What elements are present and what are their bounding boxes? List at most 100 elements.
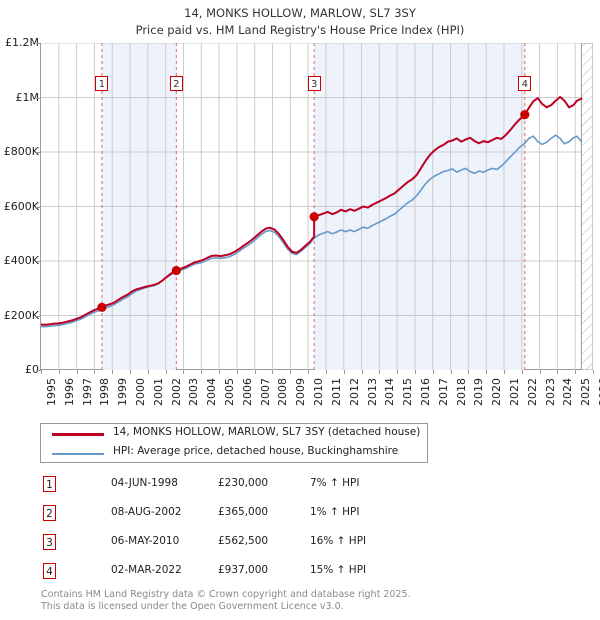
x-axis-tick [308,370,310,374]
table-row[interactable]: 2 08-AUG-2002 £365,000 1% ↑ HPI [40,503,460,525]
x-axis-tick [521,370,523,374]
marker-callout[interactable]: 2 [169,76,183,91]
y-axis-label: £1.2M [5,36,39,49]
legend: 14, MONKS HOLLOW, MARLOW, SL7 3SY (detac… [40,423,428,463]
row-price: £230,000 [218,477,269,489]
marker-callout[interactable]: 1 [95,76,109,91]
x-axis-label: 1996 [62,378,76,406]
x-axis-label: 2023 [543,378,557,406]
x-axis-tick [397,370,399,374]
row-price: £365,000 [218,506,269,518]
y-axis-tick [36,370,41,371]
y-axis-tick [36,43,41,44]
y-axis-label: £0 [25,363,39,376]
y-axis-label: £400K [3,254,39,267]
x-axis-tick [557,370,559,374]
x-axis-label: 2003 [187,378,201,406]
y-axis-tick [36,97,41,99]
x-axis-label: 2012 [347,378,361,406]
legend-item[interactable]: 14, MONKS HOLLOW, MARLOW, SL7 3SY (detac… [41,424,427,444]
page-subtitle: Price paid vs. HM Land Registry's House … [135,23,465,37]
x-axis-tick [76,370,78,374]
x-axis-label: 2014 [383,378,397,406]
x-axis-label: 2017 [436,378,450,406]
row-date: 08-AUG-2002 [111,506,182,518]
x-axis-tick [343,370,345,374]
table-row[interactable]: 4 02-MAR-2022 £937,000 15% ↑ HPI [40,561,460,583]
x-axis-label: 2025 [579,378,593,406]
row-badge: 3 [43,534,56,550]
chart-canvas [41,43,593,370]
row-date: 06-MAY-2010 [111,535,180,547]
x-axis-tick [290,370,292,374]
x-axis-label: 2000 [134,378,148,406]
x-axis-tick [272,370,274,374]
row-badge: 1 [43,476,56,492]
x-axis-tick [486,370,488,374]
x-axis-tick [432,370,434,374]
row-price: £937,000 [218,564,269,576]
x-axis-tick [112,370,114,374]
legend-item[interactable]: HPI: Average price, detached house, Buck… [41,443,427,463]
row-badge: 2 [43,505,56,521]
row-hpi-delta: 16% ↑ HPI [310,535,367,547]
footer-line-2: This data is licensed under the Open Gov… [41,600,344,612]
x-axis-label: 2009 [294,378,308,406]
x-axis-label: 2019 [472,378,486,406]
x-axis-label: 2022 [525,378,539,406]
x-axis-label: 1998 [98,378,112,406]
x-axis-label: 2010 [312,378,326,406]
legend-color-swatch [52,433,104,436]
x-axis-label: 2002 [169,378,183,406]
x-axis-tick [379,370,381,374]
legend-color-swatch [52,453,104,455]
x-axis-label: 2004 [205,378,219,406]
x-axis-label: 2021 [507,378,521,406]
row-hpi-delta: 7% ↑ HPI [310,477,360,489]
x-axis-label: 2013 [365,378,379,406]
x-axis-tick [254,370,256,374]
x-axis-tick [450,370,452,374]
x-axis-label: 1995 [45,378,58,406]
x-axis-tick [325,370,327,374]
marker-callout[interactable]: 4 [518,76,532,91]
x-axis-label: 2015 [401,378,415,406]
y-axis-label: £800K [3,145,39,158]
x-axis-tick [94,370,96,374]
y-axis-label: £600K [3,199,39,213]
x-axis-label: 2005 [223,378,237,406]
footer-attribution: Contains HM Land Registry data © Crown c… [41,589,561,612]
x-axis-tick [147,370,149,374]
x-axis-label: 2024 [561,378,575,406]
footer-line-1: Contains HM Land Registry data © Crown c… [41,589,411,600]
x-axis-label: 2007 [258,378,272,406]
x-axis-tick [236,370,238,374]
row-hpi-delta: 1% ↑ HPI [310,506,360,518]
x-axis-tick [58,370,60,374]
row-badge: 4 [43,563,56,579]
x-axis-tick [219,370,221,374]
row-hpi-delta: 15% ↑ HPI [310,564,367,576]
x-axis-tick [503,370,505,374]
table-row[interactable]: 1 04-JUN-1998 £230,000 7% ↑ HPI [40,474,460,496]
x-axis-label: 1997 [80,378,94,406]
x-axis-label: 2001 [151,378,165,406]
legend-label: 14, MONKS HOLLOW, MARLOW, SL7 3SY (detac… [113,426,421,438]
x-axis-tick [165,370,167,374]
table-row[interactable]: 3 06-MAY-2010 £562,500 16% ↑ HPI [40,532,460,554]
legend-label: HPI: Average price, detached house, Buck… [113,445,399,457]
y-axis-tick [36,152,41,153]
x-axis-label: 2018 [454,378,468,406]
x-axis-label: 2006 [240,378,254,406]
x-axis-label: 2011 [329,378,343,406]
x-axis-tick [201,370,203,374]
marker-callout[interactable]: 3 [307,76,321,91]
row-date: 02-MAR-2022 [111,564,182,576]
x-axis-label: 1999 [116,378,130,406]
y-axis-tick [36,261,41,262]
plot-area: £0 £200K £400K £600K £800K £1M £1.2M 1995 1996 1… [4,36,600,406]
x-axis-tick [593,370,594,374]
x-axis-label: 2020 [490,378,504,406]
x-axis-tick [361,370,363,374]
